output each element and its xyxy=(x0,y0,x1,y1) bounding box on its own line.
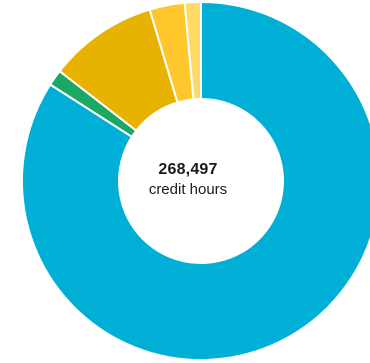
total-credit-hours-unit: credit hours xyxy=(148,181,228,198)
donut-center-label: 268,497 credit hours xyxy=(113,160,263,200)
total-credit-hours-value: 268,497 xyxy=(158,161,218,178)
donut-slice-5 xyxy=(183,0,202,101)
donut-slice-1 xyxy=(21,0,370,361)
donut-slices xyxy=(21,0,370,361)
